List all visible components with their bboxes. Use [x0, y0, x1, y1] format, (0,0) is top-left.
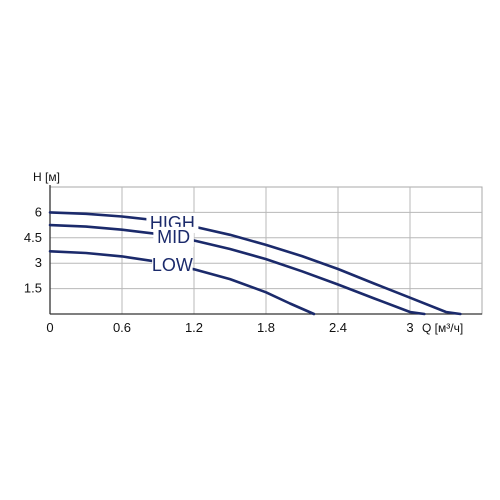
y-tick-label: 3 — [35, 255, 42, 270]
y-tick-label: 1.5 — [24, 281, 42, 296]
x-axis-label: Q [м³/ч] — [422, 321, 463, 335]
y-tick-label: 6 — [35, 204, 42, 219]
y-tick-label: 4.5 — [24, 230, 42, 245]
x-tick-label: 1.2 — [185, 320, 203, 335]
x-tick-label: 1.8 — [257, 320, 275, 335]
x-tick-label: 0 — [46, 320, 53, 335]
curve-low-label: LOW — [152, 255, 193, 275]
x-tick-label: 2.4 — [329, 320, 347, 335]
x-tick-label: 3 — [406, 320, 413, 335]
y-axis-label: H [м] — [33, 170, 60, 184]
curve-low-label-bg — [152, 254, 193, 275]
chart-ticks: 0 0.6 1.2 1.8 2.4 3 1.5 3 4.5 6 — [24, 204, 414, 335]
curve-mid — [48, 223, 426, 316]
chart-grid — [49, 185, 483, 315]
curve-low — [48, 250, 316, 316]
curve-mid-label: MID — [157, 227, 190, 247]
x-tick-label: 0.6 — [113, 320, 131, 335]
curve-high — [48, 211, 462, 316]
curve-mid-label-bg — [153, 226, 194, 247]
